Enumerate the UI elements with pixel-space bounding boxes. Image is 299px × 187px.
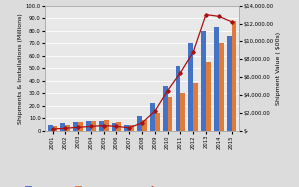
Sum of Factory Value <box>153 110 157 112</box>
Sum of Factory Value <box>140 122 144 124</box>
Sum of Factory Value <box>115 125 118 128</box>
Line: Sum of Factory Value: Sum of Factory Value <box>51 13 233 130</box>
Bar <box>176 66 180 131</box>
Bar <box>163 86 168 131</box>
Sum of Factory Value <box>204 13 208 16</box>
Sum of Factory Value <box>63 127 67 129</box>
Y-axis label: Shipments & Installations (Millions): Shipments & Installations (Millions) <box>18 13 23 124</box>
Bar <box>219 43 224 131</box>
Bar <box>116 122 121 131</box>
Bar <box>201 31 206 131</box>
Bar <box>48 125 53 131</box>
Sum of Factory Value <box>127 127 131 129</box>
Sum of Factory Value <box>89 125 93 128</box>
Bar <box>53 126 57 131</box>
Bar <box>124 125 129 131</box>
Bar <box>155 113 160 131</box>
Bar <box>112 123 116 131</box>
Bar <box>73 122 78 131</box>
Bar <box>168 97 173 131</box>
Bar <box>65 125 70 131</box>
Y-axis label: Shipment Value ( $00s): Shipment Value ( $00s) <box>276 32 281 105</box>
Sum of Factory Value <box>179 72 182 74</box>
Sum of Factory Value <box>102 124 106 127</box>
Sum of Factory Value <box>76 126 80 128</box>
Sum of Factory Value <box>166 90 170 92</box>
Bar <box>142 120 147 131</box>
Bar <box>180 93 185 131</box>
Bar <box>206 62 211 131</box>
Bar <box>214 27 219 131</box>
Legend: Sum of Units, Sum of Installed Unit, Sum of Factory Value: Sum of Units, Sum of Installed Unit, Sum… <box>25 186 220 187</box>
Sum of Factory Value <box>51 128 54 130</box>
Bar <box>99 121 104 131</box>
Bar <box>150 103 155 131</box>
Bar <box>231 21 237 131</box>
Sum of Factory Value <box>217 15 221 17</box>
Bar <box>193 83 198 131</box>
Bar <box>86 121 91 131</box>
Bar <box>129 125 134 131</box>
Sum of Factory Value <box>230 21 233 23</box>
Bar <box>188 43 193 131</box>
Bar <box>60 123 65 131</box>
Bar <box>78 122 83 131</box>
Bar <box>91 121 96 131</box>
Bar <box>104 120 109 131</box>
Sum of Factory Value <box>191 51 195 53</box>
Bar <box>137 116 142 131</box>
Bar <box>227 36 231 131</box>
